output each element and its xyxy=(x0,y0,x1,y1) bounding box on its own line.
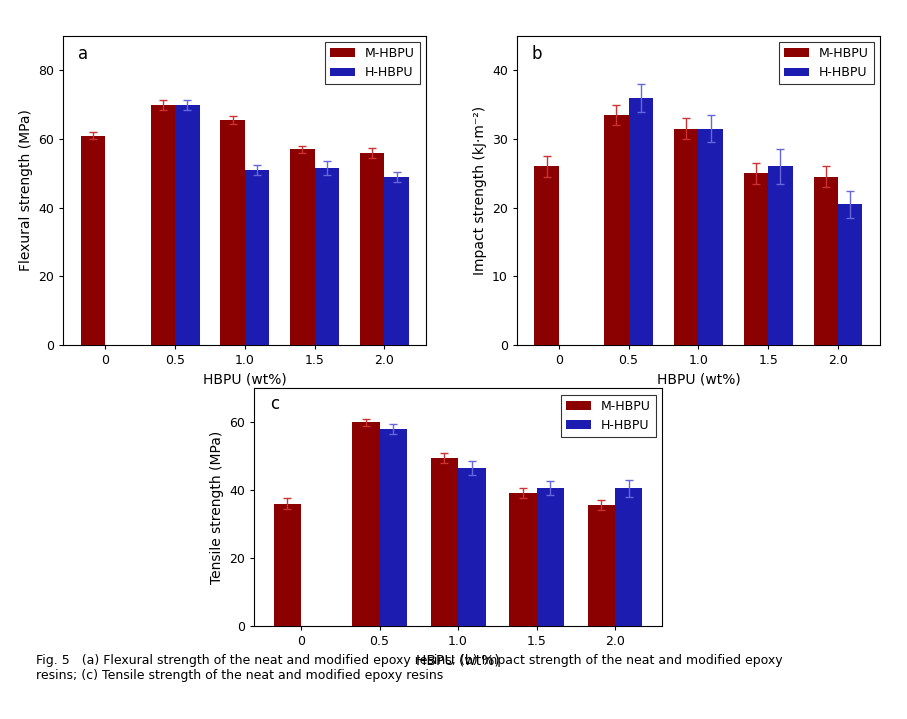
Bar xyxy=(385,177,409,345)
Bar xyxy=(674,129,698,345)
X-axis label: HBPU (wt%): HBPU (wt%) xyxy=(203,372,287,387)
Bar xyxy=(245,170,269,345)
Bar xyxy=(629,98,653,345)
Bar xyxy=(431,458,458,626)
Y-axis label: Tensile strength (MPa): Tensile strength (MPa) xyxy=(210,430,223,584)
Bar xyxy=(814,177,838,345)
Text: c: c xyxy=(270,395,279,413)
Bar xyxy=(315,168,339,345)
Bar xyxy=(838,204,863,345)
Bar xyxy=(509,493,537,626)
Bar xyxy=(537,488,564,626)
Bar xyxy=(534,167,559,345)
Legend: M-HBPU, H-HBPU: M-HBPU, H-HBPU xyxy=(561,395,656,436)
Bar xyxy=(151,105,175,345)
Legend: M-HBPU, H-HBPU: M-HBPU, H-HBPU xyxy=(326,42,420,84)
X-axis label: HBPU (wt%): HBPU (wt%) xyxy=(416,653,500,667)
X-axis label: HBPU (wt%): HBPU (wt%) xyxy=(657,372,740,387)
Bar xyxy=(615,488,642,626)
Text: Fig. 5   (a) Flexural strength of the neat and modified epoxy resins; (b) Impact: Fig. 5 (a) Flexural strength of the neat… xyxy=(36,654,783,682)
Text: a: a xyxy=(78,45,88,63)
Bar xyxy=(588,505,615,626)
Legend: M-HBPU, H-HBPU: M-HBPU, H-HBPU xyxy=(779,42,873,84)
Bar xyxy=(744,173,768,345)
Bar xyxy=(175,105,200,345)
Bar xyxy=(81,136,105,345)
Bar xyxy=(698,129,723,345)
Bar xyxy=(458,468,485,626)
Bar xyxy=(360,152,385,345)
Bar xyxy=(290,150,315,345)
Text: b: b xyxy=(532,45,542,63)
Bar xyxy=(274,503,301,626)
Bar xyxy=(379,429,407,626)
Y-axis label: Flexural strength (MPa): Flexural strength (MPa) xyxy=(19,109,33,272)
Bar xyxy=(220,120,245,345)
Bar xyxy=(352,422,379,626)
Bar xyxy=(768,167,793,345)
Bar xyxy=(604,115,629,345)
Y-axis label: Impact strength (kJ·m⁻²): Impact strength (kJ·m⁻²) xyxy=(473,106,486,275)
